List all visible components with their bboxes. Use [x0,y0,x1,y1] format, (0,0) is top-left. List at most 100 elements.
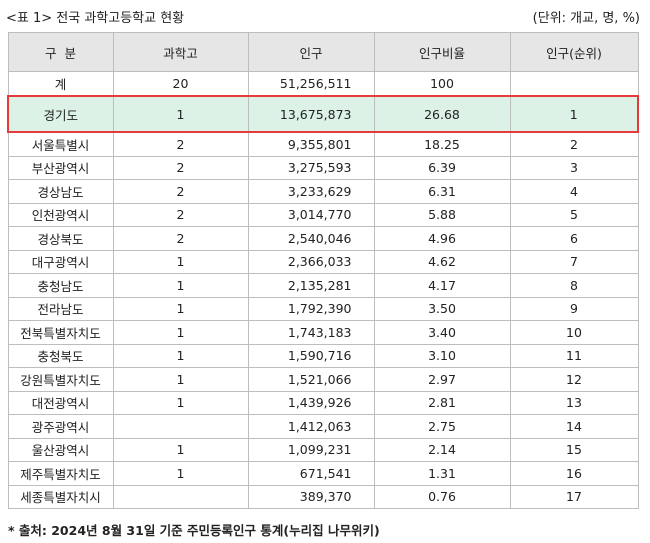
cell-region: 충청남도 [7,273,114,298]
header-ratio: 인구비율 [373,32,511,72]
cell-rank: 9 [509,296,639,321]
cell-population: 13,675,873 [247,95,375,133]
cell-population: 51,256,511 [247,71,375,97]
cell-schools: 1 [112,273,249,298]
cell-schools: 2 [112,131,249,157]
cell-population: 1,439,926 [247,390,375,415]
table-caption: <표 1> 전국 과학고등학교 현황 (단위: 개교, 명, %) [6,5,640,27]
source-footnote: * 출처: 2024년 8월 31일 기준 주민등록인구 통계(누리집 나무위키… [8,523,380,538]
cell-region: 세종특별자치시 [7,484,114,509]
cell-schools: 1 [112,390,249,415]
cell-ratio: 26.68 [373,95,511,133]
cell-ratio: 3.10 [373,343,511,368]
cell-schools: 20 [112,71,249,97]
cell-ratio: 6.31 [373,179,511,204]
cell-schools: 2 [112,202,249,227]
table-row: 충청남도 1 2,135,281 4.17 8 [7,273,639,298]
table-row: 경상북도 2 2,540,046 4.96 6 [7,226,639,251]
table-row: 서울특별시 2 9,355,801 18.25 2 [7,131,639,157]
table-row: 전북특별자치도 1 1,743,183 3.40 10 [7,320,639,345]
cell-ratio: 3.40 [373,320,511,345]
table-row: 경상남도 2 3,233,629 6.31 4 [7,179,639,204]
table-row: 대전광역시 1 1,439,926 2.81 13 [7,390,639,415]
table-title: <표 1> 전국 과학고등학교 현황 [6,10,185,26]
cell-population: 2,135,281 [247,273,375,298]
header-rank: 인구(순위) [509,32,639,72]
cell-schools: 1 [112,320,249,345]
cell-schools: 2 [112,226,249,251]
cell-ratio: 2.75 [373,414,511,439]
cell-region: 부산광역시 [7,155,114,180]
cell-rank: 12 [509,367,639,392]
cell-population: 1,099,231 [247,437,375,462]
cell-rank [509,71,639,97]
cell-ratio: 5.88 [373,202,511,227]
cell-schools [112,484,249,509]
table-row: 울산광역시 1 1,099,231 2.14 15 [7,437,639,462]
cell-population: 2,540,046 [247,226,375,251]
cell-schools: 2 [112,179,249,204]
cell-ratio: 4.17 [373,273,511,298]
cell-ratio: 4.62 [373,249,511,274]
cell-rank: 6 [509,226,639,251]
table-row: 전라남도 1 1,792,390 3.50 9 [7,296,639,321]
cell-ratio: 0.76 [373,484,511,509]
table-row: 부산광역시 2 3,275,593 6.39 3 [7,155,639,180]
cell-population: 389,370 [247,484,375,509]
cell-rank: 7 [509,249,639,274]
cell-population: 9,355,801 [247,131,375,157]
cell-region: 강원특별자치도 [7,367,114,392]
cell-region: 제주특별자치도 [7,461,114,486]
cell-population: 3,275,593 [247,155,375,180]
cell-schools: 1 [112,296,249,321]
cell-region: 광주광역시 [7,414,114,439]
cell-ratio: 3.50 [373,296,511,321]
table-row: 충청북도 1 1,590,716 3.10 11 [7,343,639,368]
cell-ratio: 4.96 [373,226,511,251]
table-row: 강원특별자치도 1 1,521,066 2.97 12 [7,367,639,392]
cell-region: 대구광역시 [7,249,114,274]
cell-population: 1,521,066 [247,367,375,392]
table-row: 대구광역시 1 2,366,033 4.62 7 [7,249,639,274]
cell-population: 3,014,770 [247,202,375,227]
header-region: 구 분 [7,32,114,72]
cell-region: 인천광역시 [7,202,114,227]
cell-rank: 1 [509,95,639,133]
cell-ratio: 2.81 [373,390,511,415]
cell-rank: 16 [509,461,639,486]
cell-ratio: 2.14 [373,437,511,462]
cell-rank: 17 [509,484,639,509]
cell-rank: 13 [509,390,639,415]
header-population: 인구 [247,32,375,72]
header-schools: 과학고 [112,32,249,72]
cell-population: 1,412,063 [247,414,375,439]
cell-population: 3,233,629 [247,179,375,204]
cell-region: 전북특별자치도 [7,320,114,345]
table-row: 세종특별자치시 389,370 0.76 17 [7,484,639,509]
cell-schools: 2 [112,155,249,180]
cell-rank: 14 [509,414,639,439]
cell-region: 대전광역시 [7,390,114,415]
cell-rank: 10 [509,320,639,345]
cell-rank: 3 [509,155,639,180]
cell-region: 전라남도 [7,296,114,321]
cell-schools [112,414,249,439]
cell-rank: 4 [509,179,639,204]
cell-rank: 11 [509,343,639,368]
cell-rank: 8 [509,273,639,298]
cell-region: 울산광역시 [7,437,114,462]
cell-population: 1,792,390 [247,296,375,321]
table-row: 인천광역시 2 3,014,770 5.88 5 [7,202,639,227]
cell-region: 경상북도 [7,226,114,251]
total-row: 계 20 51,256,511 100 [7,71,639,97]
cell-schools: 1 [112,249,249,274]
cell-region: 충청북도 [7,343,114,368]
cell-population: 671,541 [247,461,375,486]
cell-schools: 1 [112,343,249,368]
cell-rank: 2 [509,131,639,157]
cell-region: 경기도 [7,95,114,133]
cell-region: 경상남도 [7,179,114,204]
cell-schools: 1 [112,437,249,462]
unit-label: (단위: 개교, 명, %) [532,10,640,26]
cell-population: 1,743,183 [247,320,375,345]
